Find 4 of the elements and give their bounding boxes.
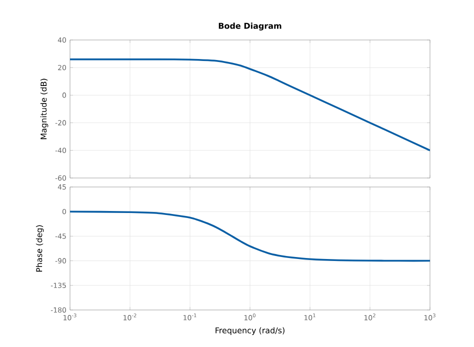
- chart-title: Bode Diagram: [218, 22, 282, 30]
- y-axis-title: Magnitude (dB): [40, 78, 48, 140]
- x-axis-title: Frequency (rad/s): [216, 327, 284, 335]
- y-axis-title: Phase (deg): [36, 225, 44, 272]
